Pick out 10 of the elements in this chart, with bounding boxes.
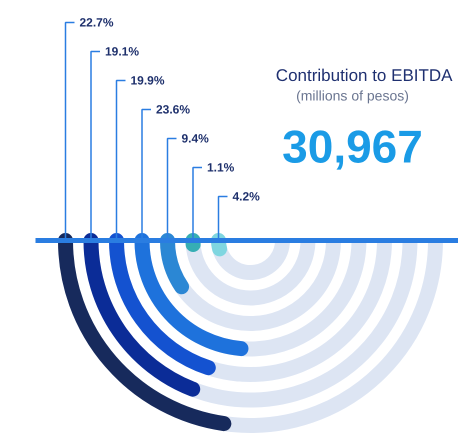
data-label: 4.2% <box>232 190 260 204</box>
data-label: 9.4% <box>182 132 210 146</box>
data-label: 23.6% <box>156 102 190 116</box>
data-label: 19.9% <box>130 74 165 88</box>
text: 30,967 <box>282 120 423 172</box>
text: Contribution to EBITDA <box>276 66 454 85</box>
data-label: 22.7% <box>80 16 114 30</box>
data-label: 1.1% <box>207 160 235 174</box>
data-label: 19.1% <box>105 44 140 58</box>
text: (millions of pesos) <box>296 88 409 104</box>
